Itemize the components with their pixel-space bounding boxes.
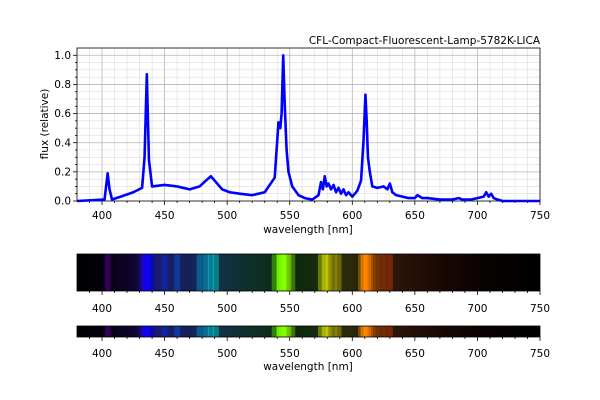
spectrum-band (174, 326, 181, 337)
spectrum-band (323, 326, 330, 337)
spectrum-band (202, 254, 209, 291)
x-tick-label: 550 (280, 348, 300, 360)
x-tick-label: 500 (217, 348, 237, 360)
spectrum-strip-small (76, 325, 541, 338)
x-tick-label: 400 (92, 303, 112, 315)
spectrum-x-axis-label: wavelength [nm] (263, 361, 353, 373)
x-tick-label: 500 (217, 303, 237, 315)
spectrum-band (318, 326, 325, 337)
spectrum-band (325, 326, 332, 337)
spectrum-band (380, 254, 387, 291)
spectrum-band (285, 254, 292, 291)
x-tick-label: 650 (405, 348, 425, 360)
spectrum-band (364, 326, 371, 337)
spectrum-band (364, 254, 371, 291)
grid-lines (77, 48, 540, 201)
spectrum-band (141, 254, 148, 291)
spectrum-band (386, 254, 393, 291)
y-tick-label: 0.8 (54, 79, 71, 91)
y-tick-label: 0.6 (54, 108, 71, 120)
x-tick-label: 500 (217, 210, 237, 222)
spectrum-band (366, 254, 373, 291)
spectrum-strip-small-axis: 400 450 500 550 600 650 700 750 (89, 337, 550, 360)
spectrum-band (174, 254, 181, 291)
x-tick-label: 600 (342, 303, 362, 315)
spectrum-band (271, 254, 278, 291)
spectrum-band (271, 326, 278, 337)
spectrum-band (283, 254, 290, 291)
x-tick-label: 450 (155, 303, 175, 315)
spectrum-band (289, 254, 296, 291)
series-line (76, 53, 540, 203)
plot-area (76, 53, 540, 203)
y-axis-label: flux (relative) (39, 89, 51, 160)
x-tick-label: 450 (155, 348, 175, 360)
spectrum-band (321, 326, 328, 337)
spectrum-band (145, 326, 152, 337)
x-tick-label: 700 (467, 303, 487, 315)
spectrum-band (145, 254, 152, 291)
spectrum-band (386, 326, 393, 337)
x-tick-label: 650 (405, 303, 425, 315)
spectrum-band (318, 254, 325, 291)
spectrum-band (283, 326, 290, 337)
spectrum-band (325, 254, 332, 291)
spectrum-band (335, 326, 342, 337)
spectrum-band (196, 326, 203, 337)
x-tick-label: 450 (155, 210, 175, 222)
spectrum-band (149, 326, 156, 337)
x-tick-label: 550 (280, 210, 300, 222)
x-tick-label: 600 (342, 210, 362, 222)
spectrum-band (161, 326, 168, 337)
chart-title: CFL-Compact-Fluorescent-Lamp-5782K-LICA (309, 35, 541, 47)
spectrum-strip-large-axis: 400 450 500 550 600 650 700 750 (89, 291, 550, 315)
y-tick-label: 0.2 (54, 166, 71, 178)
spectrum-band (161, 254, 168, 291)
spectrum-strip-large (76, 253, 541, 292)
spectrum-band (207, 326, 214, 337)
spectrum-band (212, 326, 219, 337)
spectrum-band (149, 254, 156, 291)
x-tick-label: 700 (467, 210, 487, 222)
x-tick-label: 550 (280, 303, 300, 315)
x-tick-label: 400 (92, 210, 112, 222)
plot-frame (76, 47, 541, 202)
spectrum-band (369, 326, 376, 337)
spectrum-band (207, 254, 214, 291)
x-tick-label: 650 (405, 210, 425, 222)
y-axis: 0.0 0.2 0.4 0.6 0.8 1.0 (54, 50, 77, 208)
spectrum-band (330, 326, 337, 337)
spectrum-band (104, 254, 111, 291)
spectrum-band (374, 326, 381, 337)
x-tick-label: 750 (530, 210, 550, 222)
x-axis: 400 450 500 550 600 650 700 750 (89, 201, 550, 222)
spectrum-band (104, 326, 111, 337)
x-tick-label: 400 (92, 348, 112, 360)
spectrum-band (323, 254, 330, 291)
spectrum-band (196, 254, 203, 291)
x-tick-label: 700 (467, 348, 487, 360)
spectrum-band (374, 254, 381, 291)
spectrum-band (289, 326, 296, 337)
x-tick-label: 750 (530, 303, 550, 315)
y-tick-label: 0.0 (54, 196, 71, 208)
spectrum-band (285, 326, 292, 337)
y-tick-label: 1.0 (54, 50, 71, 62)
x-tick-label: 600 (342, 348, 362, 360)
x-tick-label: 750 (530, 348, 550, 360)
spectrum-band (330, 254, 337, 291)
spectrum-band (212, 254, 219, 291)
spectrum-band (202, 326, 209, 337)
spectrum-band (369, 254, 376, 291)
x-axis-label: wavelength [nm] (263, 224, 353, 236)
spectrum-band (380, 326, 387, 337)
spectrum-band (335, 254, 342, 291)
spectrum-band (141, 326, 148, 337)
spectrum-band (366, 326, 373, 337)
spectrum-band (321, 254, 328, 291)
y-tick-label: 0.4 (54, 137, 71, 149)
